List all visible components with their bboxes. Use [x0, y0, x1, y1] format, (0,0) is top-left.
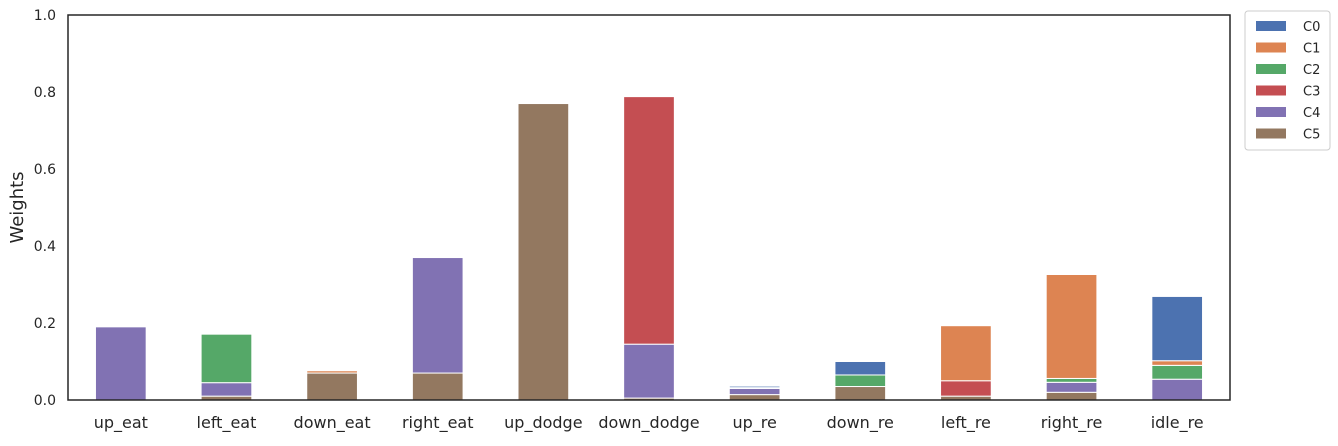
x-tick-label: right_eat [402, 413, 474, 433]
y-tick-label: 0.4 [34, 239, 56, 255]
x-tick-label: down_eat [294, 413, 371, 433]
bar-segment-c1-right-re [1045, 273, 1098, 379]
y-axis-label: Weights [7, 171, 28, 243]
y-tick-label: 0.0 [34, 393, 56, 409]
x-tick-label: right_re [1041, 413, 1103, 433]
bar-segment-c2-down-re [834, 374, 887, 388]
bar-segment-c5-up-re [728, 394, 781, 401]
bar-segment-c1-idle-re [1151, 360, 1204, 366]
legend-swatch-c3 [1256, 85, 1286, 96]
y-tick-label: 0.8 [34, 85, 56, 101]
bar-segment-c4-up-eat [94, 326, 147, 401]
bar-segment-c4-down-dodge [623, 343, 675, 399]
legend-label-c3: C3 [1303, 85, 1320, 100]
y-tick-label: 0.2 [34, 316, 56, 332]
bar-segment-c5-right-re [1045, 391, 1098, 401]
x-tick-label: up_re [732, 413, 776, 433]
bar-segment-c5-down-re [834, 386, 887, 401]
x-tick-label: left_re [941, 413, 991, 433]
y-tick-label: 1.0 [34, 8, 56, 24]
legend-swatch-c0 [1256, 21, 1286, 31]
legend-label-c4: C4 [1303, 106, 1320, 121]
bar-segment-c4-right-eat [411, 257, 464, 374]
legend-label-c1: C1 [1303, 42, 1320, 57]
bar-segment-c4-up-re [728, 387, 781, 396]
bar-segment-c0-right-re [1045, 273, 1098, 275]
x-tick-label: down_dodge [598, 413, 699, 433]
x-tick-label: up_eat [94, 413, 148, 433]
bar-segment-c2-left-eat [200, 333, 253, 384]
legend-swatch-c5 [1256, 128, 1286, 139]
legend-swatch-c4 [1256, 107, 1286, 117]
bar-segment-c1-left-re [940, 325, 992, 382]
y-tick-label: 0.6 [34, 162, 56, 178]
bar-segment-c2-right-re [1045, 377, 1098, 383]
x-tick-label: up_dodge [504, 413, 582, 433]
bar-segment-c1-down-eat [306, 370, 358, 374]
bar-segment-c5-down-eat [306, 372, 358, 401]
legend-swatch-c2 [1256, 64, 1286, 74]
bar-segment-c3-down-dodge [623, 96, 675, 345]
legend-label-c2: C2 [1303, 63, 1320, 78]
legend-swatch-c1 [1256, 42, 1286, 53]
bar-segment-c5-right-eat [411, 372, 464, 401]
bar-segment-c5-up-dodge [517, 103, 570, 401]
bar-segment-c4-idle-re [1151, 378, 1204, 401]
bar-segment-c0-idle-re [1151, 295, 1204, 362]
bar-segment-c0-down-re [834, 361, 887, 376]
legend-label-c0: C0 [1303, 20, 1320, 35]
bar-segment-c2-idle-re [1151, 364, 1204, 380]
plot-frame [67, 14, 1231, 401]
bar-segment-c4-right-re [1045, 381, 1098, 393]
x-tick-label: idle_re [1151, 413, 1204, 433]
bar-segment-c3-left-re [940, 380, 992, 397]
bar-segment-c0-up-re [728, 385, 781, 389]
legend-label-c5: C5 [1303, 128, 1320, 143]
x-tick-label: left_eat [197, 413, 257, 433]
x-tick-label: down_re [827, 413, 894, 433]
bar-segment-c4-left-eat [200, 382, 253, 397]
